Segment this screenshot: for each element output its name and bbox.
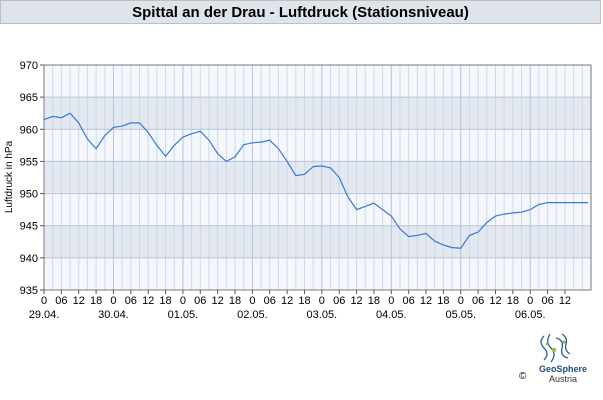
x-tick-label: 0: [388, 295, 394, 307]
y-axis-label: Luftdruck in hPa: [4, 140, 15, 213]
x-tick-label: 06: [333, 295, 345, 307]
y-axis-ticks: 935 940 945 950 955 960 965 970: [20, 60, 44, 297]
x-tick-label: 06: [264, 295, 276, 307]
copyright-symbol: ©: [519, 371, 527, 382]
x-tick-label: 12: [73, 295, 85, 307]
x-tick-label: 12: [489, 295, 501, 307]
x-axis-ticks: 0 06 12 18 0 06 12 18 0 06 12 18 0 06 12 18 0 06 12 18 0 06 12…: [41, 290, 571, 307]
x-tick-label: 12: [559, 295, 571, 307]
y-tick-label: 955: [20, 156, 38, 168]
date-label: 29.04.: [29, 309, 60, 321]
x-tick-label: 06: [403, 295, 415, 307]
x-tick-label: 12: [420, 295, 432, 307]
geosphere-logo: [540, 333, 571, 363]
plot-band: [44, 97, 591, 130]
date-label: 30.04.: [98, 309, 129, 321]
x-tick-label: 18: [298, 295, 310, 307]
x-tick-label: 18: [368, 295, 380, 307]
date-label: 06.05.: [515, 309, 546, 321]
y-tick-label: 970: [20, 60, 38, 72]
chart-title-bar: Spittal an der Drau - Luftdruck (Station…: [0, 0, 601, 24]
logo-name: GeoSphere: [538, 364, 587, 374]
x-tick-label: 0: [458, 295, 464, 307]
date-label: 04.05.: [376, 309, 407, 321]
y-tick-label: 940: [20, 253, 38, 265]
y-tick-label: 960: [20, 124, 38, 136]
x-tick-label: 06: [125, 295, 137, 307]
geosphere-logo-text: GeoSphere Austria: [533, 364, 593, 384]
x-tick-label: 12: [350, 295, 362, 307]
plot-band: [44, 257, 591, 290]
x-tick-label: 06: [194, 295, 206, 307]
plot-band: [44, 193, 591, 226]
x-tick-label: 18: [437, 295, 449, 307]
chart-title: Spittal an der Drau - Luftdruck (Station…: [132, 3, 469, 21]
x-axis-date-labels: 29.04. 30.04. 01.05. 02.05. 03.05. 04.05. 05.0…: [29, 309, 546, 321]
date-label: 05.05.: [445, 309, 476, 321]
x-tick-label: 0: [41, 295, 47, 307]
x-tick-label: 12: [281, 295, 293, 307]
plot-bands: [44, 65, 591, 290]
x-tick-label: 0: [110, 295, 116, 307]
plot-band: [44, 225, 591, 258]
y-tick-label: 950: [20, 189, 38, 201]
logo-subtitle: Austria: [548, 374, 577, 384]
x-tick-label: 0: [319, 295, 325, 307]
y-tick-label: 965: [20, 92, 38, 104]
x-tick-label: 18: [507, 295, 519, 307]
x-tick-label: 06: [541, 295, 553, 307]
plot-band: [44, 129, 591, 162]
y-tick-label: 945: [20, 221, 38, 233]
date-label: 02.05.: [237, 309, 268, 321]
x-tick-label: 0: [249, 295, 255, 307]
x-tick-label: 18: [90, 295, 102, 307]
x-tick-label: 18: [159, 295, 171, 307]
y-tick-label: 935: [20, 285, 38, 297]
plot-band: [44, 65, 591, 98]
pressure-line: [43, 112, 589, 249]
x-tick-label: 06: [55, 295, 67, 307]
x-tick-label: 0: [527, 295, 533, 307]
x-tick-label: 12: [212, 295, 224, 307]
x-tick-label: 06: [472, 295, 484, 307]
x-tick-label: 18: [229, 295, 241, 307]
x-tick-label: 0: [180, 295, 186, 307]
date-label: 01.05.: [168, 309, 199, 321]
x-tick-label: 12: [142, 295, 154, 307]
date-label: 03.05.: [307, 309, 338, 321]
plot-frame: [43, 64, 592, 291]
